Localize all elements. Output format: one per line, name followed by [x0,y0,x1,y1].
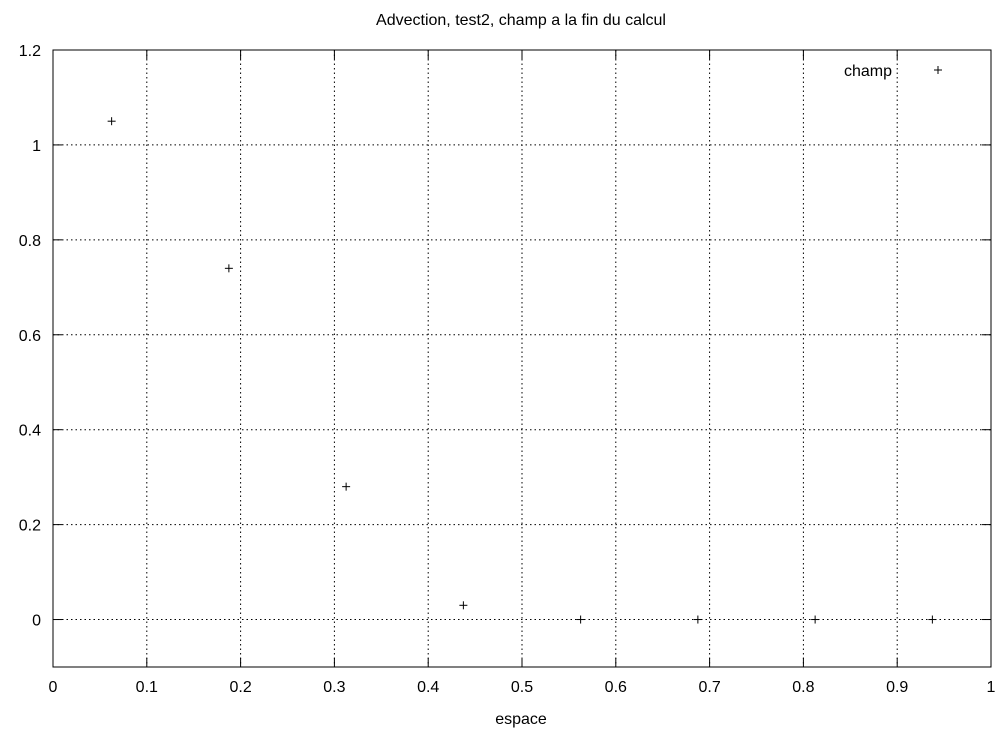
data-point [459,601,468,610]
x-tick-label: 0.3 [323,679,345,696]
y-axis: 0 0.2 0.4 0.6 0.8 1 1.2 [19,43,991,630]
legend: champ [844,63,942,80]
data-point [342,482,351,491]
x-tick-label: 0.7 [698,679,720,696]
x-tick-label: 0.9 [886,679,908,696]
y-tick-label: 0.4 [19,423,41,440]
x-tick-label: 0.4 [417,679,439,696]
y-tick-label: 0 [32,613,41,630]
data-point [811,615,820,624]
legend-label-champ: champ [844,63,892,80]
x-tick-label: 0 [49,679,58,696]
data-point [107,117,116,126]
y-tick-label: 0.2 [19,518,41,535]
x-tick-label: 0.6 [605,679,627,696]
x-tick-label: 0.8 [792,679,814,696]
y-tick-label: 0.6 [19,328,41,345]
x-axis-label: espace [495,711,547,728]
legend-plus-marker [934,66,942,74]
x-axis: 0 0.1 0.2 0.3 0.4 0.5 0.6 0.7 0.8 0.9 1 [49,50,996,696]
data-point [693,615,702,624]
y-tick-label: 1 [32,138,41,155]
x-tick-label: 0.5 [511,679,533,696]
data-point [928,615,937,624]
grid [53,50,991,667]
x-tick-label: 1 [987,679,996,696]
y-tick-label: 1.2 [19,43,41,60]
data-points [107,117,937,624]
data-point [224,264,233,273]
y-tick-label: 0.8 [19,233,41,250]
x-tick-label: 0.1 [136,679,158,696]
legend-marker [934,66,942,74]
plot-frame [52,49,992,668]
x-tick-label: 0.2 [229,679,251,696]
data-point [576,615,585,624]
chart-title: Advection, test2, champ a la fin du calc… [376,12,666,29]
